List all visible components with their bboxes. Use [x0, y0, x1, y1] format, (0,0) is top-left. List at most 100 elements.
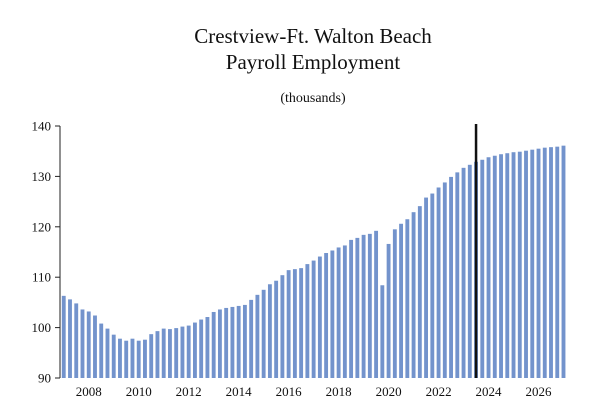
x-tick-label: 2014 — [226, 384, 253, 399]
bar — [505, 153, 510, 378]
y-tick-label: 100 — [32, 320, 52, 335]
bar — [330, 250, 335, 378]
bar — [449, 176, 453, 378]
bar — [536, 148, 541, 378]
bar — [399, 223, 404, 378]
bar — [74, 303, 79, 378]
bar — [286, 270, 291, 378]
bar — [367, 233, 372, 378]
bar — [236, 305, 241, 378]
bar — [174, 328, 179, 378]
bar — [417, 206, 422, 378]
bar — [392, 229, 397, 378]
bar — [274, 280, 279, 378]
bar — [136, 340, 141, 378]
y-tick-label: 140 — [32, 119, 52, 134]
bar — [361, 234, 366, 378]
bar — [249, 299, 254, 378]
bar — [143, 339, 147, 378]
bar — [186, 325, 191, 378]
x-tick-label: 2022 — [426, 384, 452, 399]
bar — [193, 322, 197, 378]
bar — [299, 268, 304, 378]
y-tick-label: 90 — [38, 371, 51, 386]
chart-title-line-2: Payroll Employment — [226, 50, 401, 74]
bar — [311, 260, 316, 378]
bar — [542, 147, 547, 378]
bar — [486, 157, 491, 378]
bar — [68, 299, 72, 378]
bar — [180, 326, 185, 378]
bar — [224, 307, 229, 378]
bar — [380, 285, 385, 378]
bar — [342, 245, 347, 378]
bar — [424, 197, 428, 378]
bar — [517, 151, 522, 378]
bar — [467, 164, 472, 378]
x-tick-label: 2016 — [276, 384, 303, 399]
bar — [255, 294, 260, 378]
bar — [355, 237, 360, 378]
chart-subtitle: (thousands) — [280, 91, 346, 106]
bar — [561, 145, 566, 378]
bar — [455, 172, 460, 378]
bar — [130, 338, 135, 378]
bar — [480, 159, 485, 378]
x-tick-label: 2026 — [526, 384, 553, 399]
bar — [349, 239, 354, 378]
bar — [374, 230, 379, 378]
chart-title-line-1: Crestview-Ft. Walton Beach — [194, 24, 432, 48]
x-tick-label: 2018 — [326, 384, 352, 399]
bar — [511, 152, 516, 378]
bar — [461, 167, 466, 378]
bar — [61, 295, 66, 378]
bar — [436, 187, 441, 378]
bar — [168, 329, 172, 378]
bar-series — [61, 145, 566, 378]
bar — [492, 155, 497, 378]
bar — [199, 319, 204, 378]
bar — [524, 150, 528, 378]
bar — [386, 243, 391, 378]
bar — [261, 289, 266, 378]
bar — [430, 193, 435, 378]
bar — [80, 309, 85, 378]
bar — [105, 328, 110, 378]
x-axis: 2008 2010 2012 2014 2016 2018 2020 2022 2024 2026 — [76, 384, 552, 399]
bar — [217, 309, 222, 378]
x-tick-label: 2010 — [126, 384, 152, 399]
bar — [499, 154, 503, 378]
bar — [86, 311, 91, 378]
y-axis: 90 100 110 120 130 140 — [32, 119, 61, 386]
bar — [205, 317, 210, 378]
bar — [292, 269, 297, 378]
bar — [242, 304, 247, 378]
x-tick-label: 2024 — [476, 384, 503, 399]
bar — [280, 275, 285, 378]
bar — [336, 247, 341, 378]
x-tick-label: 2008 — [76, 384, 102, 399]
bar — [111, 334, 116, 378]
bar — [305, 264, 310, 378]
bar — [118, 338, 122, 378]
bar — [161, 328, 166, 378]
x-tick-label: 2020 — [376, 384, 402, 399]
bar — [411, 212, 416, 378]
bar — [317, 256, 322, 378]
bar — [93, 315, 97, 378]
bar — [324, 253, 329, 378]
bar — [442, 182, 447, 378]
bar — [124, 340, 129, 378]
bar — [549, 147, 553, 378]
bar — [99, 323, 104, 378]
y-tick-label: 120 — [32, 219, 52, 234]
bar — [211, 311, 216, 378]
bar — [267, 284, 272, 378]
y-tick-label: 110 — [32, 270, 51, 285]
bar — [230, 306, 235, 378]
bar — [530, 149, 535, 378]
y-tick-label: 130 — [32, 169, 52, 184]
bar — [149, 334, 154, 378]
bar — [155, 331, 160, 378]
